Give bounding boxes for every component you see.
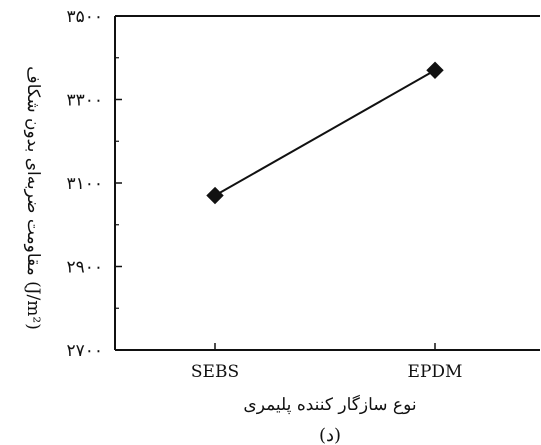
- y-tick-label: ۲۷۰۰: [66, 341, 103, 361]
- data-point-marker: [426, 61, 444, 79]
- x-axis-ticks: SEBS EPDM: [191, 343, 463, 382]
- x-axis-title: نوع سازگار کننده پلیمری: [243, 394, 416, 415]
- y-axis-title: مقاومت ضربه‌ای بدون شکاف (J/m²): [23, 66, 43, 330]
- y-tick-label: ۳۵۰۰: [66, 7, 103, 27]
- plot-frame: [114, 15, 540, 351]
- figure-caption: (د): [319, 425, 341, 445]
- data-point-marker: [206, 186, 224, 205]
- y-tick-label: ۲۹۰۰: [66, 258, 103, 278]
- y-tick-label: ۳۳۰۰: [66, 91, 103, 111]
- series-line: [214, 69, 436, 197]
- series-layer: [206, 61, 444, 205]
- y-tick-label: ۳۱۰۰: [66, 174, 103, 194]
- x-tick-label: EPDM: [408, 362, 463, 382]
- x-tick-label: SEBS: [191, 362, 239, 382]
- y-axis-ticks: ۲۷۰۰ ۲۹۰۰ ۳۱۰۰ ۳۳۰۰ ۳۵۰۰: [66, 7, 122, 361]
